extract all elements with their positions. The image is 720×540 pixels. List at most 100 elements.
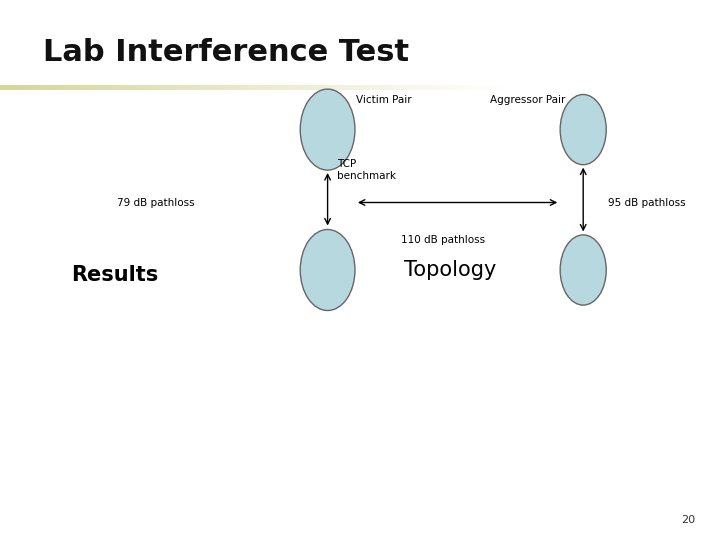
Bar	[638, 85, 641, 90]
Bar	[127, 85, 130, 90]
Bar	[582, 85, 585, 90]
Bar	[443, 85, 446, 90]
Bar	[267, 85, 270, 90]
Bar	[22, 85, 24, 90]
Bar	[453, 85, 455, 90]
Bar	[328, 85, 330, 90]
Bar	[467, 85, 469, 90]
Bar	[590, 85, 593, 90]
Bar	[183, 85, 186, 90]
Bar	[419, 85, 421, 90]
Bar	[82, 85, 84, 90]
Bar	[532, 85, 534, 90]
Bar	[609, 85, 611, 90]
Bar	[580, 85, 582, 90]
Bar	[106, 85, 109, 90]
Text: Results: Results	[71, 265, 159, 286]
Bar	[448, 85, 450, 90]
Bar	[496, 85, 498, 90]
Bar	[421, 85, 424, 90]
Bar	[123, 85, 125, 90]
Bar	[534, 85, 537, 90]
Bar	[487, 85, 489, 90]
Bar	[188, 85, 190, 90]
Bar	[333, 85, 335, 90]
Bar	[426, 85, 428, 90]
Bar	[318, 85, 320, 90]
Bar	[294, 85, 296, 90]
Bar	[60, 85, 63, 90]
Bar	[376, 85, 378, 90]
Bar	[660, 85, 662, 90]
Bar	[498, 85, 501, 90]
Bar	[505, 85, 508, 90]
Bar	[96, 85, 99, 90]
Bar	[46, 85, 48, 90]
Bar	[296, 85, 299, 90]
Bar	[542, 85, 544, 90]
Bar	[364, 85, 366, 90]
Bar	[152, 85, 154, 90]
Bar	[441, 85, 443, 90]
Bar	[7, 85, 9, 90]
Bar	[186, 85, 188, 90]
Bar	[706, 85, 708, 90]
Bar	[552, 85, 554, 90]
Bar	[256, 85, 258, 90]
Bar	[667, 85, 670, 90]
Bar	[696, 85, 698, 90]
Bar	[315, 85, 318, 90]
Bar	[147, 85, 149, 90]
Text: Lab Interference Test: Lab Interference Test	[43, 38, 410, 67]
Bar	[494, 85, 496, 90]
Bar	[86, 85, 89, 90]
Bar	[718, 85, 720, 90]
Bar	[554, 85, 557, 90]
Bar	[306, 85, 308, 90]
Bar	[641, 85, 643, 90]
Bar	[366, 85, 369, 90]
Bar	[91, 85, 94, 90]
Bar	[320, 85, 323, 90]
Bar	[342, 85, 344, 90]
Bar	[600, 85, 602, 90]
Bar	[614, 85, 616, 90]
Bar	[395, 85, 397, 90]
Bar	[238, 85, 240, 90]
Bar	[217, 85, 219, 90]
Bar	[573, 85, 575, 90]
Bar	[246, 85, 248, 90]
Bar	[163, 85, 166, 90]
Bar	[417, 85, 419, 90]
Bar	[251, 85, 253, 90]
Bar	[361, 85, 364, 90]
Bar	[190, 85, 193, 90]
Bar	[111, 85, 113, 90]
Bar	[84, 85, 86, 90]
Bar	[670, 85, 672, 90]
Bar	[624, 85, 626, 90]
Bar	[39, 85, 41, 90]
Bar	[330, 85, 333, 90]
Bar	[265, 85, 267, 90]
Bar	[677, 85, 679, 90]
Bar	[0, 85, 2, 90]
Bar	[58, 85, 60, 90]
Bar	[142, 85, 145, 90]
Bar	[159, 85, 161, 90]
Bar	[711, 85, 713, 90]
Bar	[79, 85, 82, 90]
Bar	[356, 85, 359, 90]
Bar	[616, 85, 619, 90]
Bar	[564, 85, 566, 90]
Bar	[525, 85, 527, 90]
Bar	[202, 85, 204, 90]
Bar	[501, 85, 503, 90]
Bar	[626, 85, 629, 90]
Bar	[308, 85, 310, 90]
Bar	[63, 85, 65, 90]
Bar	[154, 85, 156, 90]
Bar	[634, 85, 636, 90]
Bar	[602, 85, 604, 90]
Bar	[50, 85, 53, 90]
